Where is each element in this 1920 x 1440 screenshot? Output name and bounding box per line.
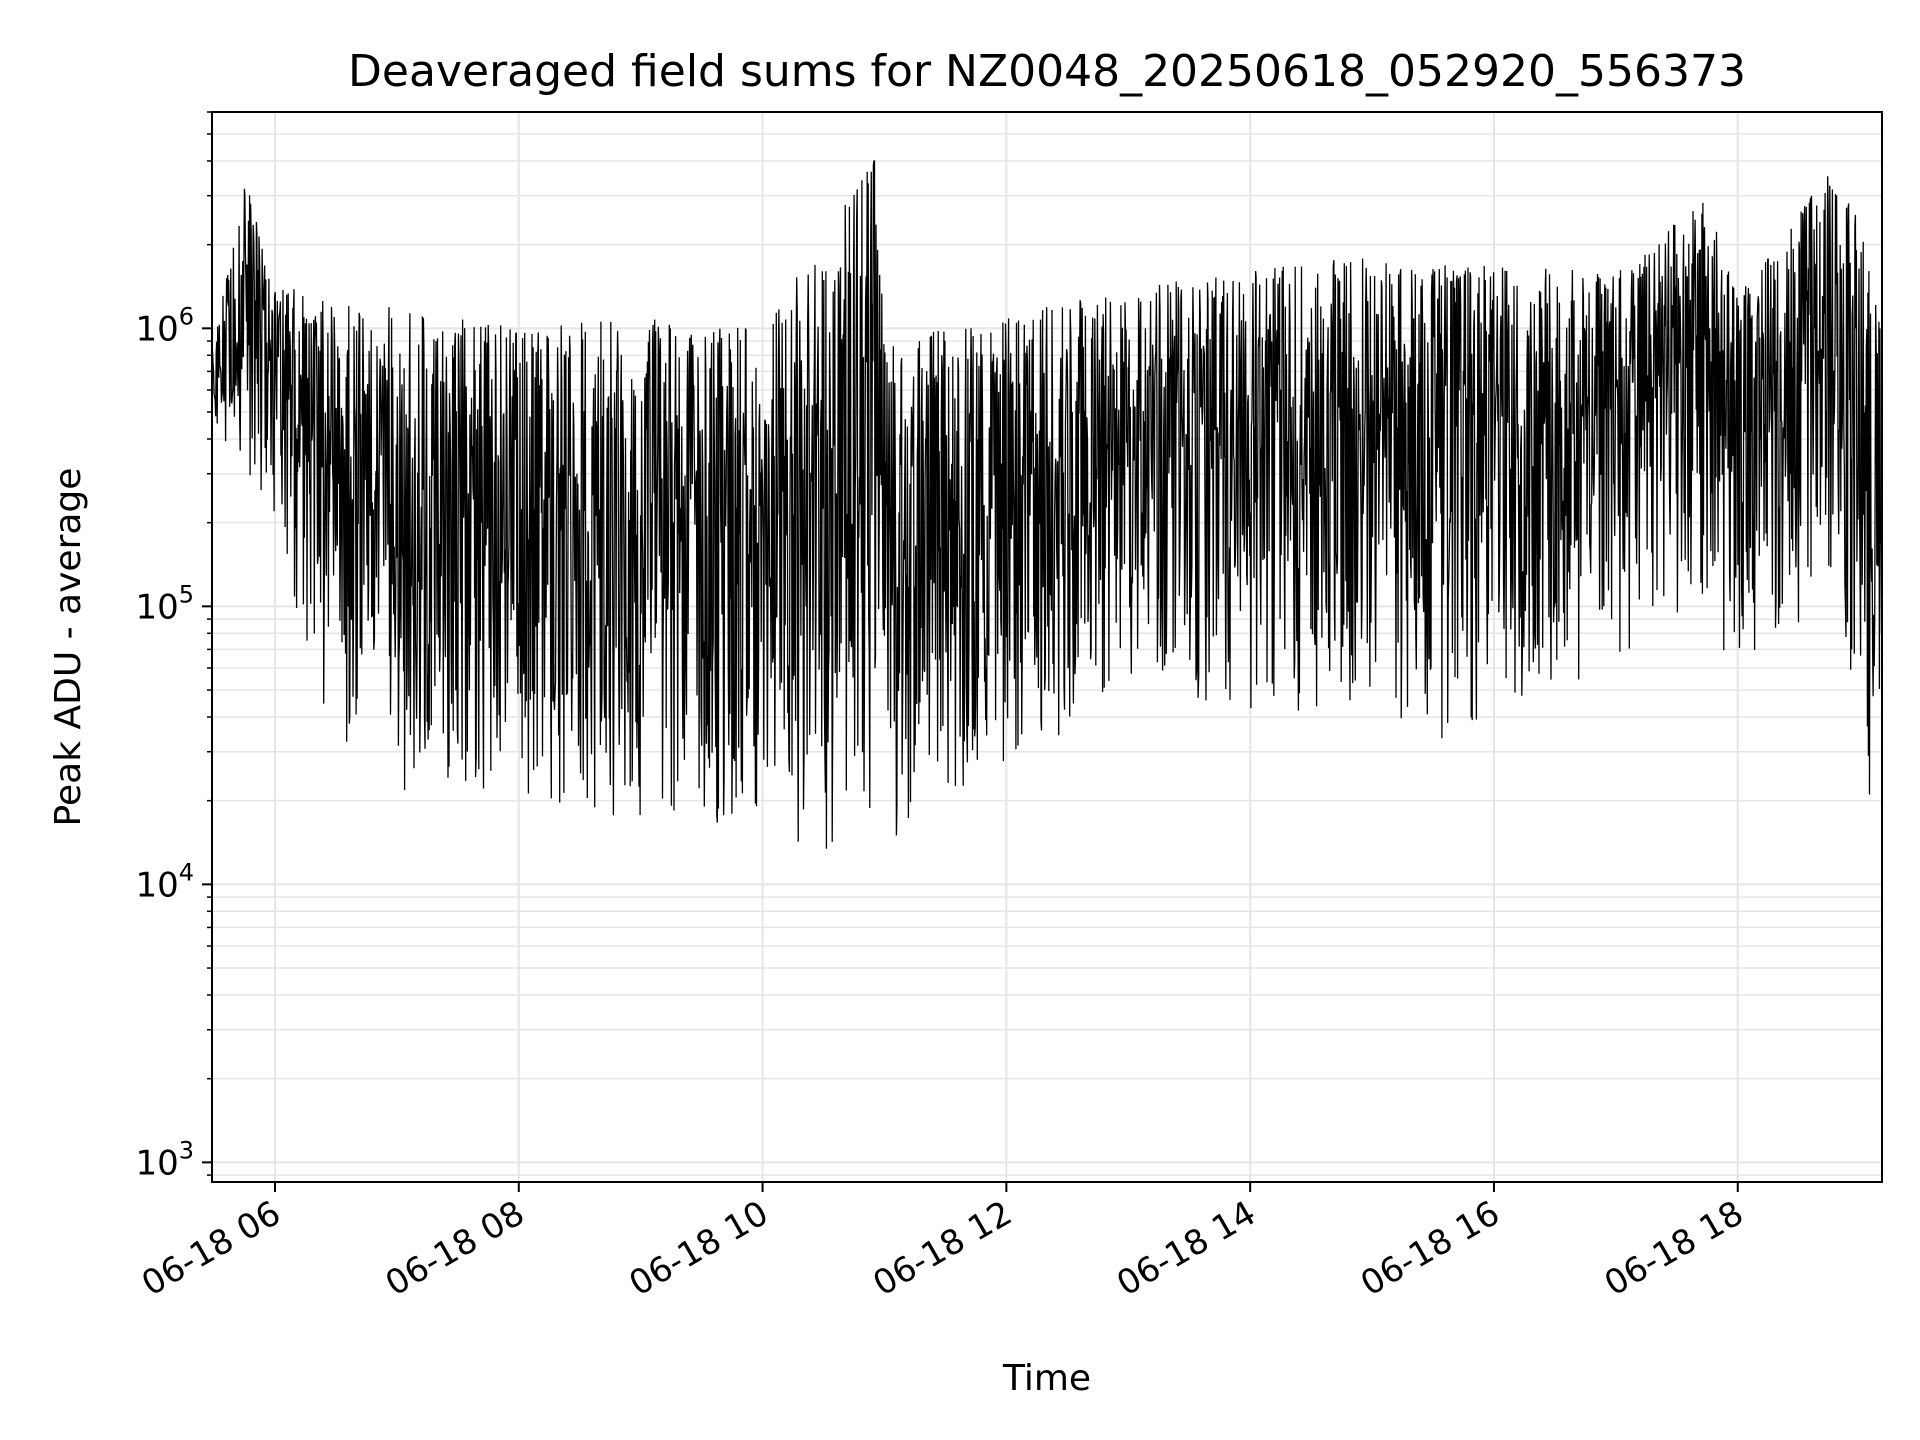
x-tick-label: 06-18 16: [1354, 1193, 1506, 1304]
x-tick-label: 06-18 18: [1598, 1193, 1750, 1304]
x-axis-label: Time: [1002, 1358, 1091, 1399]
x-tick-label: 06-18 06: [135, 1193, 287, 1304]
y-axis-label: Peak ADU - average: [48, 468, 89, 827]
x-tick-label: 06-18 12: [866, 1193, 1018, 1304]
chart-title: Deaveraged field sums for NZ0048_2025061…: [348, 46, 1746, 97]
x-tick-label: 06-18 08: [379, 1193, 531, 1304]
y-tick-label: 104: [135, 858, 194, 905]
x-axis: 06-18 06 06-18 08 06-18 10 06-18 12 06-18 14…: [135, 1182, 1750, 1304]
x-tick-label: 06-18 14: [1110, 1193, 1262, 1304]
y-tick-label: 103: [135, 1136, 194, 1183]
y-tick-label: 106: [135, 302, 194, 349]
y-axis: 103 104 105 106: [135, 111, 212, 1183]
x-tick-label: 06-18 10: [623, 1193, 775, 1304]
plot-frame: [211, 111, 1883, 1183]
y-tick-label: 105: [135, 580, 194, 627]
series-line: [212, 160, 1882, 849]
plot-area: [212, 160, 1882, 849]
